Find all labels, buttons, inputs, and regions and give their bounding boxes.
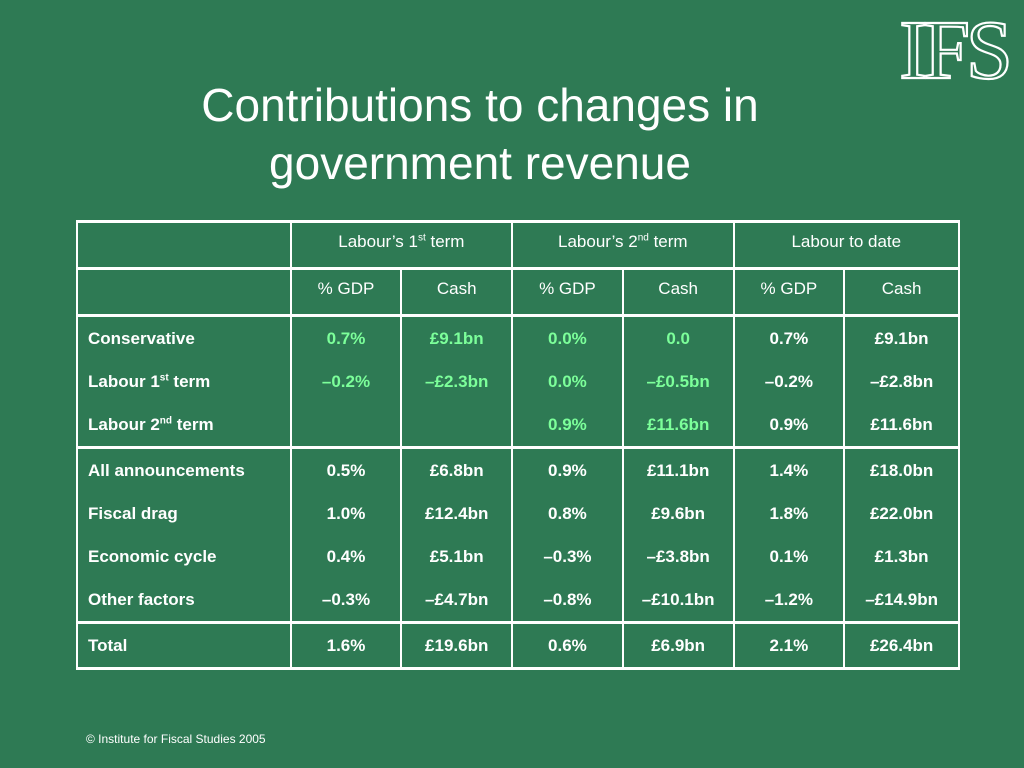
table-cell: £6.9bn [621, 622, 735, 670]
sub-header: Cash [400, 268, 514, 317]
sub-header: % GDP [289, 268, 403, 317]
table-cell: 0.9% [732, 403, 846, 449]
table-cell: £9.1bn [843, 315, 960, 360]
table-cell: –0.3% [289, 578, 403, 624]
table-row: Fiscal drag 1.0% £12.4bn 0.8% £9.6bn 1.8% £22.… [76, 492, 960, 535]
table-cell: 0.7% [289, 315, 403, 360]
table-cell: 0.9% [511, 403, 624, 449]
table-cell: 0.8% [511, 492, 624, 535]
row-label: Conservative [76, 315, 292, 360]
sub-header: % GDP [511, 268, 624, 317]
table-cell: £11.6bn [621, 403, 735, 449]
table-cell: £19.6bn [400, 622, 514, 670]
table-cell [400, 403, 514, 449]
table-cell: 0.7% [732, 315, 846, 360]
table-cell [289, 403, 403, 449]
sub-header: % GDP [732, 268, 846, 317]
table-cell: 0.0 [621, 315, 735, 360]
copyright-footer: © Institute for Fiscal Studies 2005 [86, 732, 266, 746]
table-cell: 0.6% [511, 622, 624, 670]
table-body: Conservative 0.7% £9.1bn 0.0% 0.0 0.7% £9.1bn L… [76, 315, 960, 670]
sub-header: Cash [621, 268, 735, 317]
table-cell: 0.0% [511, 315, 624, 360]
table-row: All announcements 0.5% £6.8bn 0.9% £11.1bn 1.… [76, 447, 960, 492]
table-cell: –£10.1bn [621, 578, 735, 624]
table-cell: £22.0bn [843, 492, 960, 535]
group-header-row: Labour’s 1st term Labour’s 2nd term Labo… [76, 220, 961, 270]
row-label: All announcements [76, 447, 292, 492]
table-cell: 0.5% [289, 447, 403, 492]
row-label: Labour 2nd term [76, 403, 292, 449]
title-line-1: Contributions to changes in [201, 79, 759, 131]
table-cell: –£2.3bn [400, 360, 514, 403]
table-cell: –1.2% [732, 578, 846, 624]
table-cell: –0.2% [732, 360, 846, 403]
table-cell: £6.8bn [400, 447, 514, 492]
corner-cell [76, 220, 292, 270]
table-cell: 0.9% [511, 447, 624, 492]
row-label: Economic cycle [76, 535, 292, 578]
ifs-logo-text: IFS [899, 4, 1008, 90]
sub-header-row: % GDP Cash % GDP Cash % GDP Cash [76, 268, 960, 317]
table-cell: 1.0% [289, 492, 403, 535]
table-row: Other factors –0.3% –£4.7bn –0.8% –£10.1bn –1… [76, 578, 960, 624]
table-cell: –£14.9bn [843, 578, 960, 624]
table-cell: £11.6bn [843, 403, 960, 449]
row-label: Fiscal drag [76, 492, 292, 535]
table-cell: –£4.7bn [400, 578, 514, 624]
table-cell: 2.1% [732, 622, 846, 670]
table-cell: £9.1bn [400, 315, 514, 360]
table-cell: £9.6bn [621, 492, 735, 535]
row-label: Other factors [76, 578, 292, 624]
table-cell: £12.4bn [400, 492, 514, 535]
revenue-table: Labour’s 1st term Labour’s 2nd term Labo… [76, 220, 961, 670]
table-cell: 0.4% [289, 535, 403, 578]
group-header-2: Labour to date [732, 220, 961, 270]
table-cell: 1.6% [289, 622, 403, 670]
slide-title: Contributions to changes in government r… [80, 76, 880, 192]
table-cell: £26.4bn [843, 622, 960, 670]
table-row: Conservative 0.7% £9.1bn 0.0% 0.0 0.7% £9.1bn [76, 315, 960, 360]
ifs-logo: IFS [898, 4, 1014, 90]
table-cell: 1.4% [732, 447, 846, 492]
table-row: Total 1.6% £19.6bn 0.6% £6.9bn 2.1% £26.4bn [76, 622, 960, 670]
sub-header: Cash [843, 268, 960, 317]
table-cell: £11.1bn [621, 447, 735, 492]
group-header-1: Labour’s 2nd term [511, 220, 735, 270]
group-header-0: Labour’s 1st term [289, 220, 514, 270]
table-cell: 0.0% [511, 360, 624, 403]
title-line-2: government revenue [269, 137, 691, 189]
row-label: Labour 1st term [76, 360, 292, 403]
table-row: Labour 2nd term 0.9% £11.6bn 0.9% £11.6bn [76, 403, 960, 449]
table-cell: 1.8% [732, 492, 846, 535]
table-row: Economic cycle 0.4% £5.1bn –0.3% –£3.8bn 0.1%… [76, 535, 960, 578]
corner-cell [76, 268, 292, 317]
table-cell: –£3.8bn [621, 535, 735, 578]
table-cell: –£0.5bn [621, 360, 735, 403]
row-label: Total [76, 622, 292, 670]
table-cell: £1.3bn [843, 535, 960, 578]
table-cell: 0.1% [732, 535, 846, 578]
table-cell: –£2.8bn [843, 360, 960, 403]
table-row: Labour 1st term –0.2% –£2.3bn 0.0% –£0.5bn –0… [76, 360, 960, 403]
table-cell: –0.3% [511, 535, 624, 578]
table-cell: –0.2% [289, 360, 403, 403]
table-cell: –0.8% [511, 578, 624, 624]
table-cell: £18.0bn [843, 447, 960, 492]
table-cell: £5.1bn [400, 535, 514, 578]
